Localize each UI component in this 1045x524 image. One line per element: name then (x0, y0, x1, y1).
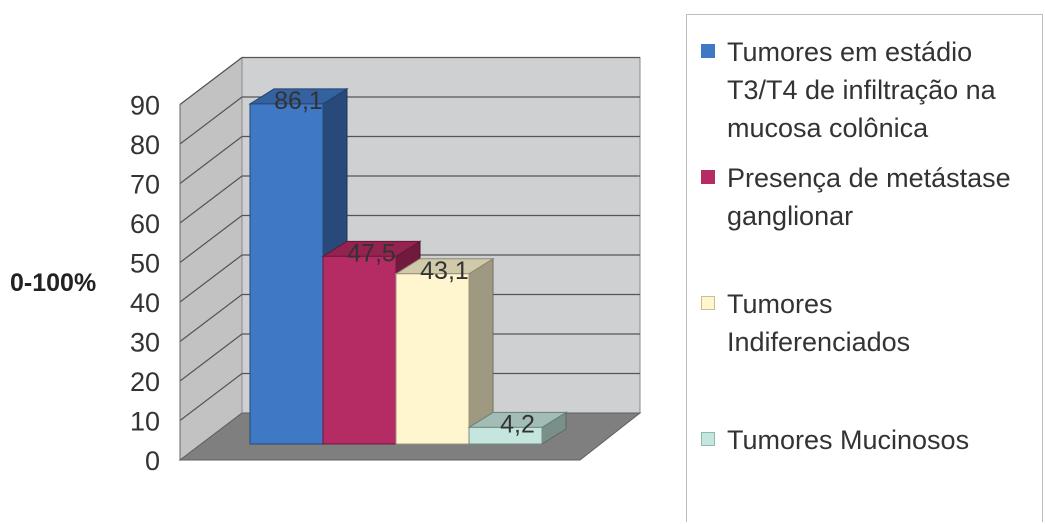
gridline-side (179, 215, 243, 263)
y-tick-label: 20 (130, 367, 160, 397)
data-label-0: 86,1 (274, 87, 323, 115)
gridline-side (179, 96, 243, 145)
legend-label-metastase: Presença de metástase ganglionar (727, 163, 1011, 231)
data-label-2: 43,1 (420, 257, 469, 285)
bars (248, 88, 568, 445)
legend: Tumores em estádio T3/T4 de infiltração … (686, 14, 1043, 522)
data-label-3: 4,2 (500, 410, 535, 438)
legend-item-metastase: Presença de metástase ganglionar (701, 159, 1045, 235)
bar-chart: 0 10 20 30 40 50 60 70 80 90 86,1 47,5 43,1 4,2 0-10… (10, 56, 642, 476)
gridline-side (179, 373, 243, 421)
bar-front-0 (249, 103, 324, 445)
bar-front-3 (468, 426, 543, 445)
y-tick-label: 40 (130, 288, 160, 318)
y-tick-label: 0 (145, 446, 160, 476)
left-wall (179, 56, 243, 462)
gridline-side (179, 294, 243, 342)
legend-item-indiferenciados: Tumores Indiferenciados (701, 285, 937, 361)
legend-swatch-t3t4 (701, 44, 715, 58)
gridline-side (179, 175, 243, 224)
y-tick-label: 60 (130, 209, 160, 239)
legend-swatch-metastase (701, 170, 715, 184)
y-tick-label: 50 (130, 249, 160, 279)
y-axis-ticks: 0 10 20 30 40 50 60 70 80 90 (130, 91, 181, 476)
y-tick-label: 70 (130, 170, 160, 200)
y-axis-label: 0-100% (10, 269, 96, 297)
bar-front-1 (322, 255, 397, 445)
gridline-side (179, 333, 243, 382)
y-tick-label: 30 (130, 328, 160, 358)
y-tick-label: 90 (130, 91, 160, 121)
y-tick-label: 80 (130, 130, 160, 160)
legend-item-mucinosos: Tumores Mucinosos (701, 421, 1045, 459)
data-labels: 86,1 47,5 43,1 4,2 (274, 87, 535, 439)
data-label-1: 47,5 (347, 239, 396, 267)
gridline-side (179, 254, 243, 303)
legend-label-t3t4: Tumores em estádio T3/T4 de infiltração … (727, 37, 996, 143)
legend-label-indiferenciados: Tumores Indiferenciados (727, 289, 911, 357)
y-tick-label: 10 (130, 407, 160, 437)
gridline-side (179, 57, 243, 105)
legend-swatch-mucinosos (701, 432, 715, 446)
gridline-side (179, 136, 243, 184)
legend-item-t3t4: Tumores em estádio T3/T4 de infiltração … (701, 33, 1045, 147)
legend-label-mucinosos: Tumores Mucinosos (727, 425, 970, 455)
bar-front-2 (395, 273, 470, 445)
legend-swatch-indiferenciados (701, 296, 715, 310)
